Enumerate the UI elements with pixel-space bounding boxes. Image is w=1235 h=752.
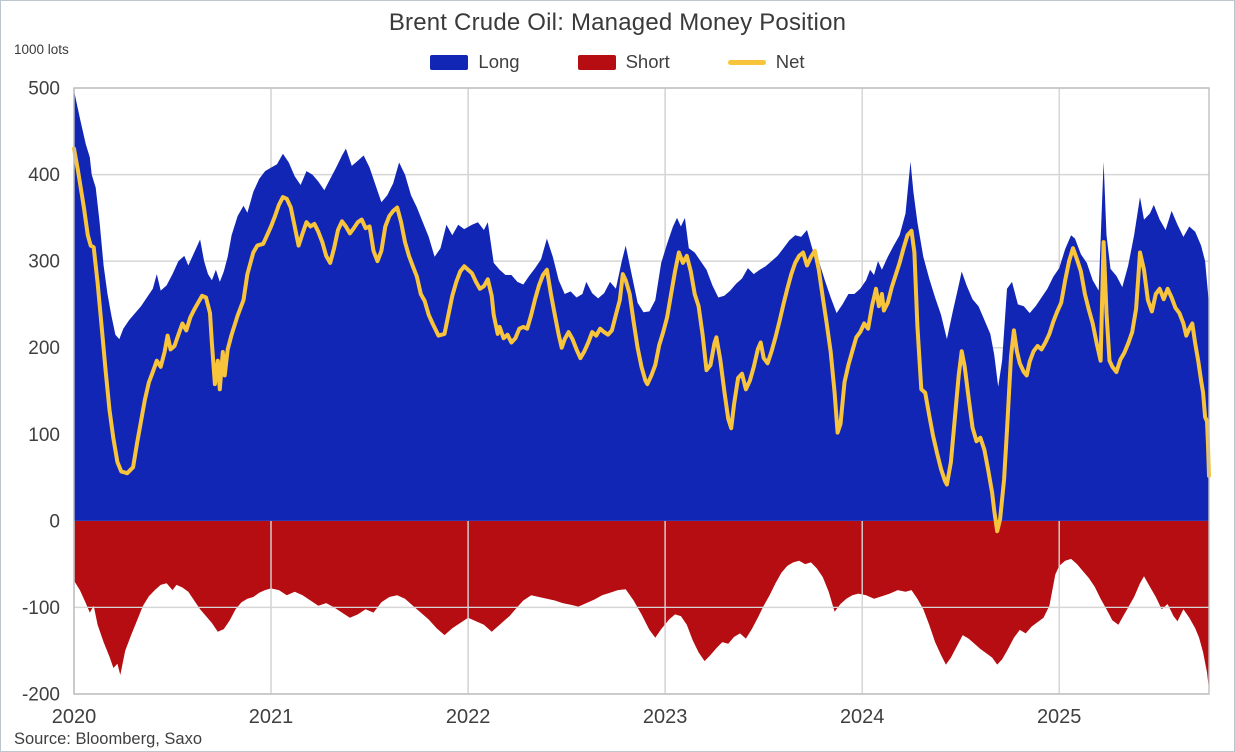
y-tick-label: 100: [28, 425, 60, 446]
y-tick-label: 300: [28, 252, 60, 273]
chart-title: Brent Crude Oil: Managed Money Position: [388, 9, 847, 36]
legend: Long Short Net: [1, 51, 1234, 73]
x-tick-label: 2024: [840, 706, 885, 728]
y-tick-label: 400: [28, 165, 60, 186]
y-tick-label: 200: [28, 338, 60, 359]
legend-color-swatch: [430, 54, 469, 70]
y-tick-label: -200: [22, 685, 60, 706]
x-tick-label: 2023: [643, 706, 688, 728]
legend-item-short: Short: [577, 51, 670, 73]
short-area: [74, 520, 1209, 690]
legend-color-swatch: [577, 54, 616, 70]
x-tick-label: 2025: [1037, 706, 1082, 728]
y-tick-label: 0: [49, 511, 60, 532]
x-tick-label: 2021: [249, 706, 294, 728]
legend-line-swatch: [727, 59, 766, 65]
legend-label: Long: [478, 51, 520, 72]
legend-item-net: Net: [727, 51, 805, 73]
y-tick-label: 500: [28, 79, 60, 100]
long-area: [74, 90, 1209, 521]
y-tick-label: -100: [22, 598, 60, 619]
x-tick-label: 2020: [52, 706, 97, 728]
net-line: [72, 146, 1211, 534]
legend-item-long: Long: [430, 51, 520, 73]
y-axis-unit-label: 1000 lots: [14, 42, 69, 57]
x-tick-label: 2022: [446, 706, 491, 728]
plot-frame: [73, 87, 1210, 695]
legend-label: Net: [775, 51, 805, 72]
source-note: Source: Bloomberg, Saxo: [14, 730, 203, 748]
legend-label: Short: [625, 51, 670, 72]
